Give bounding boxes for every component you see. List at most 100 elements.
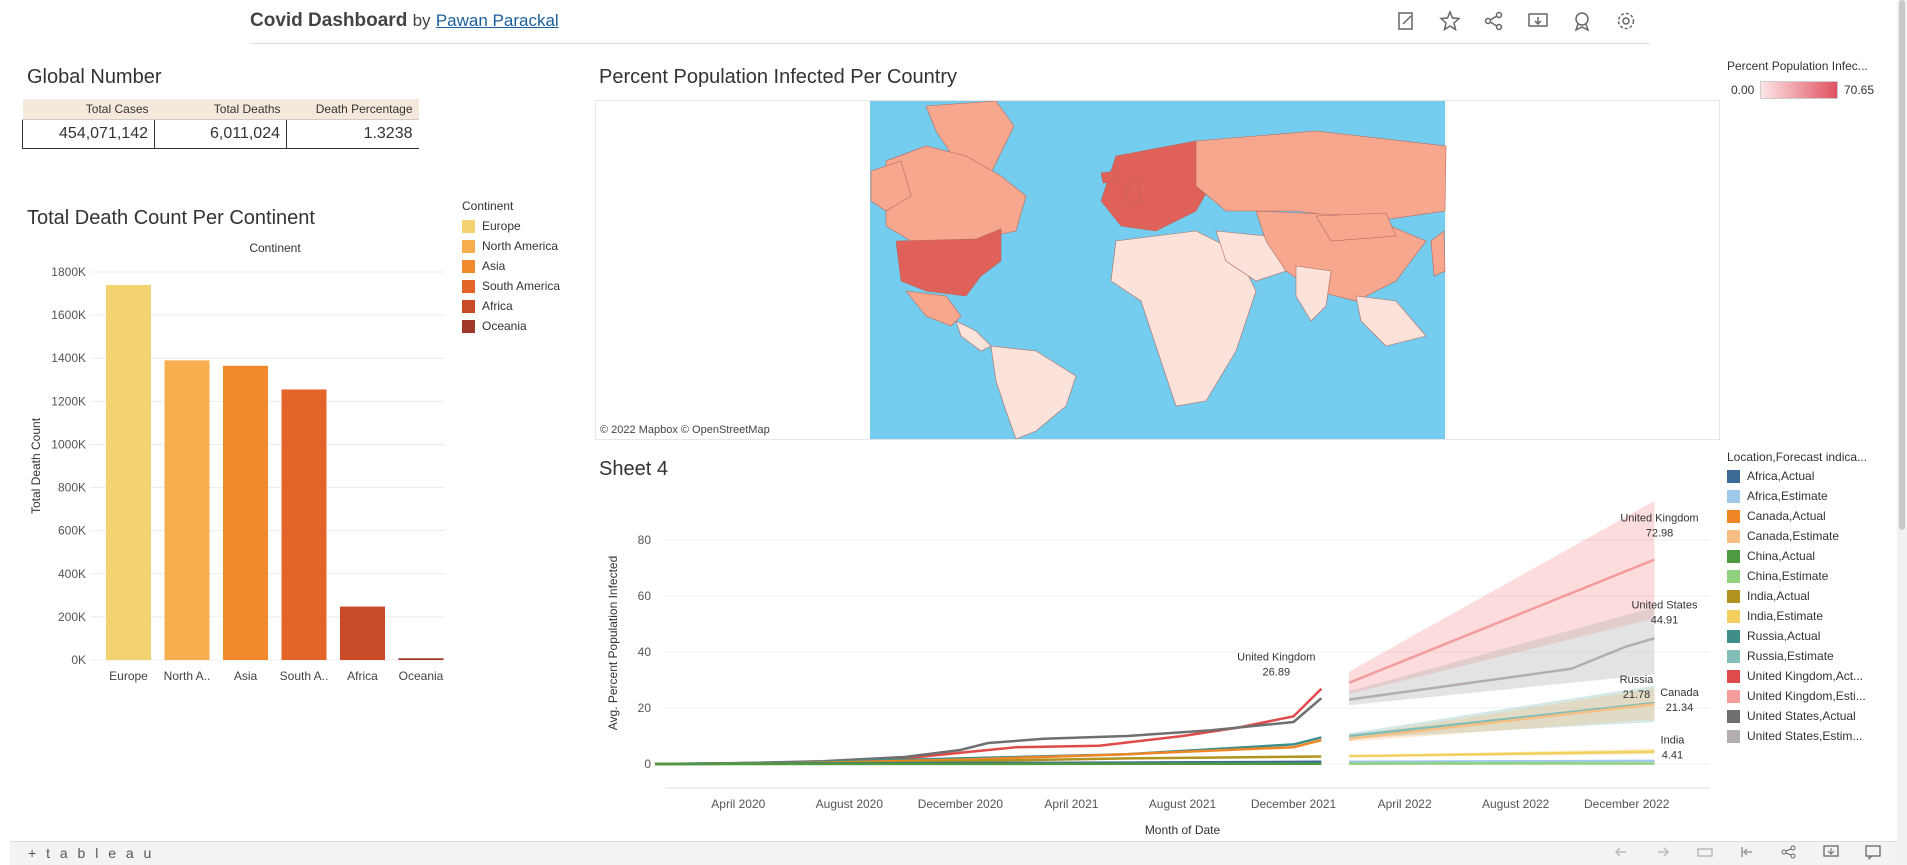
series-label-value: 21.34 — [1666, 702, 1694, 714]
legend-label: Africa — [482, 299, 513, 313]
undo-icon[interactable] — [1612, 844, 1630, 860]
legend-swatch — [462, 240, 475, 253]
map-legend-title: Percent Population Infec... — [1727, 59, 1868, 73]
legend-swatch — [1727, 490, 1740, 503]
death-percentage-value[interactable]: 1.3238 — [287, 120, 419, 149]
legend-label: United Kingdom,Act... — [1747, 669, 1863, 683]
legend-swatch — [1727, 510, 1740, 523]
bar-northa[interactable] — [165, 360, 210, 660]
line-x-axis-label: Month of Date — [1145, 823, 1221, 837]
legend-label: Africa,Actual — [1747, 469, 1814, 483]
line-y-tick: 80 — [638, 533, 652, 547]
series-label-name: India — [1661, 735, 1686, 747]
series-label-value: 21.78 — [1623, 689, 1651, 701]
download-footer-icon[interactable] — [1822, 844, 1840, 860]
share-icon[interactable] — [1483, 10, 1505, 32]
legend-label: Europe — [482, 219, 521, 233]
forecast-legend-item[interactable]: Africa,Actual — [1727, 466, 1892, 486]
global-number-table: Total Cases Total Deaths Death Percentag… — [22, 99, 419, 149]
map-container[interactable]: © 2022 Mapbox © OpenStreetMap — [595, 100, 1720, 440]
series-label-value: 72.98 — [1646, 528, 1674, 540]
bar-asia[interactable] — [223, 366, 268, 660]
first-page-icon[interactable] — [1738, 844, 1756, 860]
bar-southa[interactable] — [282, 389, 327, 660]
legend-label: China,Actual — [1747, 549, 1815, 563]
bar-africa[interactable] — [340, 607, 385, 660]
forecast-legend-item[interactable]: Africa,Estimate — [1727, 486, 1892, 506]
comment-icon[interactable] — [1864, 844, 1882, 860]
star-icon[interactable] — [1439, 10, 1461, 32]
legend-label: India,Estimate — [1747, 609, 1823, 623]
bar-europe[interactable] — [106, 285, 151, 660]
continent-legend-item[interactable]: North America — [462, 236, 582, 256]
series-label-name: United Kingdom — [1620, 513, 1698, 525]
forecast-legend-item[interactable]: India,Actual — [1727, 586, 1892, 606]
continent-legend-item[interactable]: Africa — [462, 296, 582, 316]
series-label-name: Russia — [1620, 674, 1655, 686]
forecast-legend-item[interactable]: China,Estimate — [1727, 566, 1892, 586]
country-russia[interactable] — [1196, 131, 1446, 221]
bar-y-tick: 0K — [71, 653, 86, 667]
download-icon[interactable] — [1527, 10, 1549, 32]
redo-icon[interactable] — [1654, 844, 1672, 860]
forecast-line-chart: Avg. Percent Population Infected02040608… — [595, 488, 1725, 840]
map-legend-min: 0.00 — [1731, 83, 1754, 97]
tableau-logo[interactable]: + t a b l e a u — [28, 845, 154, 861]
col-death-percentage: Death Percentage — [287, 99, 419, 120]
forecast-legend-item[interactable]: Russia,Actual — [1727, 626, 1892, 646]
page-scrollbar[interactable] — [1897, 0, 1907, 864]
world-map[interactable]: © 2022 Mapbox © OpenStreetMap — [596, 101, 1719, 439]
line-y-axis-label: Avg. Percent Population Infected — [606, 556, 620, 731]
legend-swatch — [462, 300, 475, 313]
forecast-legend: Location,Forecast indica... Africa,Actua… — [1727, 450, 1892, 746]
bar-y-tick: 1000K — [51, 437, 86, 451]
edit-icon[interactable] — [1395, 10, 1417, 32]
continent-legend-item[interactable]: Oceania — [462, 316, 582, 336]
bar-y-tick: 1600K — [51, 308, 86, 322]
legend-label: United States,Actual — [1747, 709, 1856, 723]
bar-y-axis-label: Total Death Count — [29, 417, 43, 514]
legend-label: Russia,Estimate — [1747, 649, 1834, 663]
legend-label: Russia,Actual — [1747, 629, 1820, 643]
continent-legend-item[interactable]: Asia — [462, 256, 582, 276]
total-cases-value[interactable]: 454,071,142 — [23, 120, 155, 149]
line-forecast-africa[interactable] — [1349, 761, 1654, 762]
badge-icon[interactable] — [1571, 10, 1593, 32]
map-attribution[interactable]: © 2022 Mapbox © OpenStreetMap — [600, 424, 770, 436]
share-footer-icon[interactable] — [1780, 844, 1798, 860]
forecast-legend-item[interactable]: Canada,Estimate — [1727, 526, 1892, 546]
legend-swatch — [1727, 570, 1740, 583]
country-iceland[interactable] — [1101, 171, 1118, 183]
gear-icon[interactable] — [1615, 10, 1637, 32]
forecast-legend-item[interactable]: India,Estimate — [1727, 606, 1892, 626]
legend-label: India,Actual — [1747, 589, 1810, 603]
author-link[interactable]: Pawan Parackal — [436, 11, 559, 30]
map-legend-max: 70.65 — [1844, 83, 1874, 97]
scrollbar-thumb[interactable] — [1899, 0, 1905, 530]
forecast-legend-item[interactable]: United States,Actual — [1727, 706, 1892, 726]
global-number-title: Global Number — [27, 66, 162, 89]
bar-oceania[interactable] — [399, 658, 444, 660]
legend-swatch — [1727, 670, 1740, 683]
bar-x-tick: Asia — [234, 669, 258, 683]
line-x-tick: April 2022 — [1378, 797, 1432, 811]
bar-y-tick: 1800K — [51, 265, 86, 279]
forecast-legend-item[interactable]: United States,Estim... — [1727, 726, 1892, 746]
continent-legend-item[interactable]: South America — [462, 276, 582, 296]
forecast-legend-item[interactable]: Canada,Actual — [1727, 506, 1892, 526]
total-deaths-value[interactable]: 6,011,024 — [155, 120, 287, 149]
legend-label: China,Estimate — [1747, 569, 1828, 583]
forecast-legend-item[interactable]: China,Actual — [1727, 546, 1892, 566]
revert-icon[interactable] — [1696, 844, 1714, 860]
line-x-tick: December 2022 — [1584, 797, 1670, 811]
forecast-legend-item[interactable]: Russia,Estimate — [1727, 646, 1892, 666]
line-x-tick: December 2021 — [1251, 797, 1337, 811]
forecast-legend-item[interactable]: United Kingdom,Esti... — [1727, 686, 1892, 706]
legend-label: Asia — [482, 259, 505, 273]
death-chart-title: Total Death Count Per Continent — [27, 207, 315, 230]
sheet4-title: Sheet 4 — [599, 458, 668, 481]
forecast-legend-item[interactable]: United Kingdom,Act... — [1727, 666, 1892, 686]
line-actual-united-kingdom[interactable] — [655, 689, 1321, 764]
map-title: Percent Population Infected Per Country — [599, 66, 957, 89]
continent-legend-item[interactable]: Europe — [462, 216, 582, 236]
